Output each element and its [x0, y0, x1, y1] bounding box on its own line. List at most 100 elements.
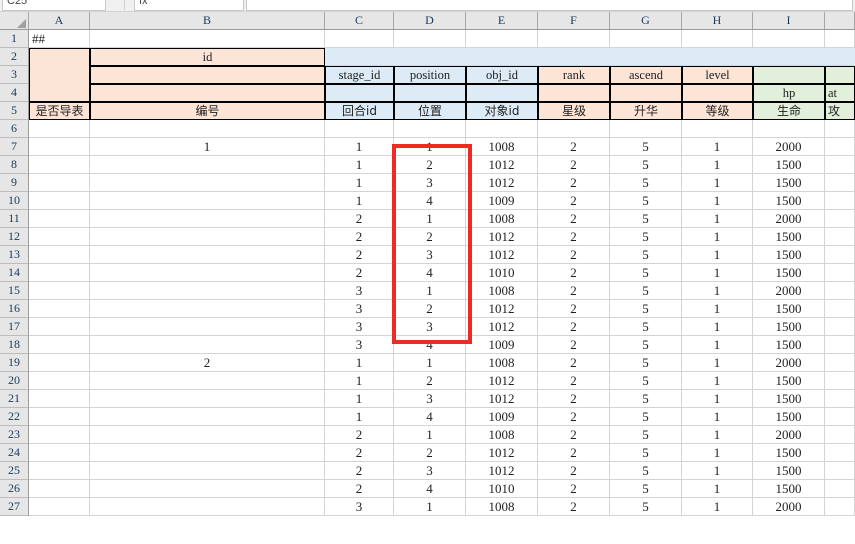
- cell-C27[interactable]: 3: [325, 498, 394, 516]
- cell-H7[interactable]: 1: [682, 138, 753, 156]
- select-all-corner[interactable]: [0, 12, 29, 29]
- cell-B12[interactable]: [90, 228, 325, 246]
- cell-H18[interactable]: 1: [682, 336, 753, 354]
- cell-B14[interactable]: [90, 264, 325, 282]
- cell-F3-rank[interactable]: rank: [538, 66, 610, 84]
- cell-D16[interactable]: 2: [394, 300, 466, 318]
- cell-a2-a4-merged[interactable]: [29, 48, 90, 102]
- cell-G20[interactable]: 5: [610, 372, 682, 390]
- cell-b4[interactable]: [90, 84, 325, 102]
- cell-E14[interactable]: 1010: [466, 264, 538, 282]
- cell-E3-obj_id[interactable]: obj_id: [466, 66, 538, 84]
- cell-C20[interactable]: 1: [325, 372, 394, 390]
- cell-F8[interactable]: 2: [538, 156, 610, 174]
- cell-D9[interactable]: 3: [394, 174, 466, 192]
- cell-E11[interactable]: 1008: [466, 210, 538, 228]
- cell-I6[interactable]: [753, 120, 825, 138]
- cell-I5[interactable]: 生命: [753, 102, 825, 120]
- cell-A13[interactable]: [29, 246, 90, 264]
- cell-F13[interactable]: 2: [538, 246, 610, 264]
- cell-I23[interactable]: 2000: [753, 426, 825, 444]
- cell-I19[interactable]: 2000: [753, 354, 825, 372]
- cell-A6[interactable]: [29, 120, 90, 138]
- cell-G17[interactable]: 5: [610, 318, 682, 336]
- cell-H27[interactable]: 1: [682, 498, 753, 516]
- cell-D10[interactable]: 4: [394, 192, 466, 210]
- cell-G11[interactable]: 5: [610, 210, 682, 228]
- column-header-j-partial[interactable]: [825, 12, 855, 29]
- cell-E20[interactable]: 1012: [466, 372, 538, 390]
- cell-j12-partial[interactable]: [825, 228, 855, 246]
- row-header-15[interactable]: 15: [0, 282, 29, 300]
- cell-H1[interactable]: [682, 30, 753, 48]
- row-header-5[interactable]: 5: [0, 102, 29, 120]
- cell-C3-stage_id[interactable]: stage_id: [325, 66, 394, 84]
- cell-F1[interactable]: [538, 30, 610, 48]
- cell-j19-partial[interactable]: [825, 354, 855, 372]
- column-header-c[interactable]: C: [325, 12, 394, 29]
- cell-E8[interactable]: 1012: [466, 156, 538, 174]
- cell-F27[interactable]: 2: [538, 498, 610, 516]
- cell-a1[interactable]: ##: [29, 30, 90, 48]
- cell-H26[interactable]: 1: [682, 480, 753, 498]
- cell-F5[interactable]: 星级: [538, 102, 610, 120]
- cell-C22[interactable]: 1: [325, 408, 394, 426]
- cell-G27[interactable]: 5: [610, 498, 682, 516]
- cell-H21[interactable]: 1: [682, 390, 753, 408]
- cell-E21[interactable]: 1012: [466, 390, 538, 408]
- cell-A10[interactable]: [29, 192, 90, 210]
- cell-I7[interactable]: 2000: [753, 138, 825, 156]
- cell-B26[interactable]: [90, 480, 325, 498]
- cell-D26[interactable]: 4: [394, 480, 466, 498]
- row-header-22[interactable]: 22: [0, 408, 29, 426]
- cell-A22[interactable]: [29, 408, 90, 426]
- cell-j25-partial[interactable]: [825, 462, 855, 480]
- cell-j8-partial[interactable]: [825, 156, 855, 174]
- cell-B27[interactable]: [90, 498, 325, 516]
- column-header-b[interactable]: B: [90, 12, 325, 29]
- cell-C13[interactable]: 2: [325, 246, 394, 264]
- column-header-i[interactable]: I: [753, 12, 825, 29]
- cell-a5-export-flag[interactable]: 是否导表: [29, 102, 90, 120]
- cell-A25[interactable]: [29, 462, 90, 480]
- cell-F7[interactable]: 2: [538, 138, 610, 156]
- cell-B25[interactable]: [90, 462, 325, 480]
- cell-B24[interactable]: [90, 444, 325, 462]
- cell-D14[interactable]: 4: [394, 264, 466, 282]
- cell-j18-partial[interactable]: [825, 336, 855, 354]
- cell-F12[interactable]: 2: [538, 228, 610, 246]
- row-header-16[interactable]: 16: [0, 300, 29, 318]
- cell-F15[interactable]: 2: [538, 282, 610, 300]
- cell-C6[interactable]: [325, 120, 394, 138]
- cell-G18[interactable]: 5: [610, 336, 682, 354]
- cell-D1[interactable]: [394, 30, 466, 48]
- cell-G16[interactable]: 5: [610, 300, 682, 318]
- column-header-d[interactable]: D: [394, 12, 466, 29]
- cell-D24[interactable]: 2: [394, 444, 466, 462]
- cell-D22[interactable]: 4: [394, 408, 466, 426]
- cell-E6[interactable]: [466, 120, 538, 138]
- column-header-g[interactable]: G: [610, 12, 682, 29]
- cell-C1[interactable]: [325, 30, 394, 48]
- name-box[interactable]: C25: [2, 0, 106, 11]
- cell-H13[interactable]: 1: [682, 246, 753, 264]
- cell-B23[interactable]: [90, 426, 325, 444]
- cell-C15[interactable]: 3: [325, 282, 394, 300]
- row-header-17[interactable]: 17: [0, 318, 29, 336]
- cell-j10-partial[interactable]: [825, 192, 855, 210]
- cell-A20[interactable]: [29, 372, 90, 390]
- cell-H10[interactable]: 1: [682, 192, 753, 210]
- cell-D27[interactable]: 1: [394, 498, 466, 516]
- cell-I26[interactable]: 1500: [753, 480, 825, 498]
- cell-E12[interactable]: 1012: [466, 228, 538, 246]
- cell-H15[interactable]: 1: [682, 282, 753, 300]
- cell-B15[interactable]: [90, 282, 325, 300]
- column-header-a[interactable]: A: [29, 12, 90, 29]
- cell-B19[interactable]: 2: [90, 354, 325, 372]
- cell-F10[interactable]: 2: [538, 192, 610, 210]
- cell-j15-partial[interactable]: [825, 282, 855, 300]
- cell-C9[interactable]: 1: [325, 174, 394, 192]
- fx-button[interactable]: fx: [134, 0, 244, 11]
- cell-G5[interactable]: 升华: [610, 102, 682, 120]
- cell-A11[interactable]: [29, 210, 90, 228]
